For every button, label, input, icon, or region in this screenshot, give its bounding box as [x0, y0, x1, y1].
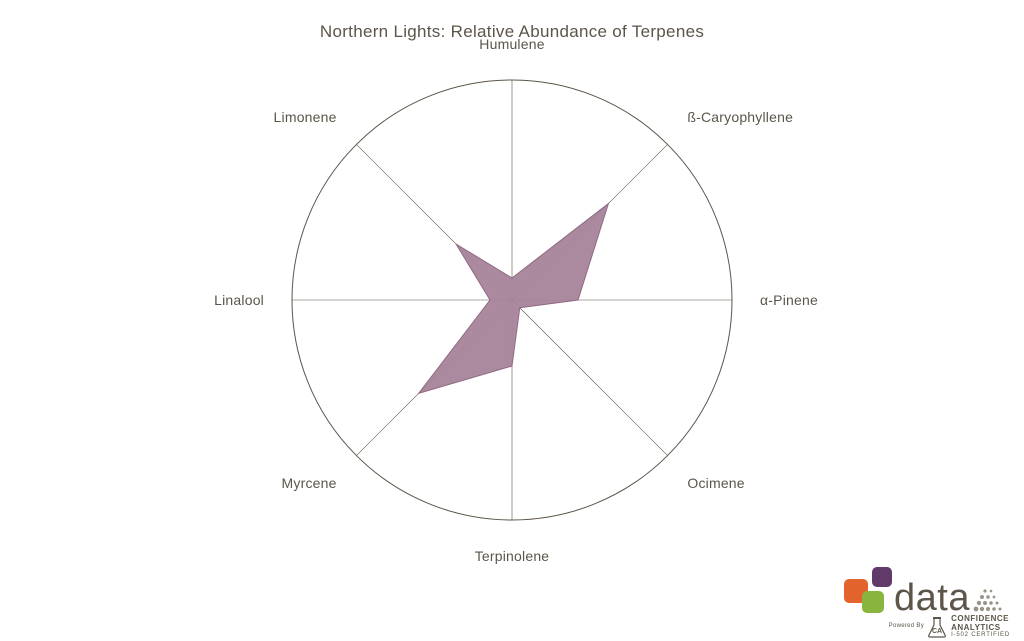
axis-label: ß-Caryophyllene [687, 109, 793, 125]
axis-label: Myrcene [282, 475, 337, 491]
brand-logo: data [844, 567, 1006, 613]
cert-line1: CONFIDENCE [951, 614, 1009, 623]
certification-text: CONFIDENCE ANALYTICS I-502 CERTIFIED [951, 615, 1010, 639]
svg-text:CA: CA [932, 628, 942, 635]
axis-label: Humulene [479, 36, 544, 52]
logo-dots-icon [972, 585, 1006, 615]
logo-square-green [862, 591, 884, 613]
cert-line3: I-502 CERTIFIED [951, 632, 1010, 638]
axis-label: Limonene [274, 109, 337, 125]
axis-label: α-Pinene [760, 292, 818, 308]
axis-label: Linalool [214, 292, 264, 308]
certification-badge: CA CONFIDENCE ANALYTICS I-502 CERTIFIED [927, 615, 1010, 639]
radar-svg [0, 0, 1024, 641]
powered-by-label: Powered By [889, 623, 924, 629]
axis-label: Terpinolene [475, 548, 550, 564]
axis-label: Ocimene [687, 475, 744, 491]
flask-icon: CA [927, 616, 947, 638]
logo-text: data [894, 579, 970, 617]
logo-square-purple [872, 567, 892, 587]
cert-line2: ANALYTICS [951, 623, 1001, 632]
radar-chart [0, 0, 1024, 641]
logo-squares [844, 567, 892, 613]
